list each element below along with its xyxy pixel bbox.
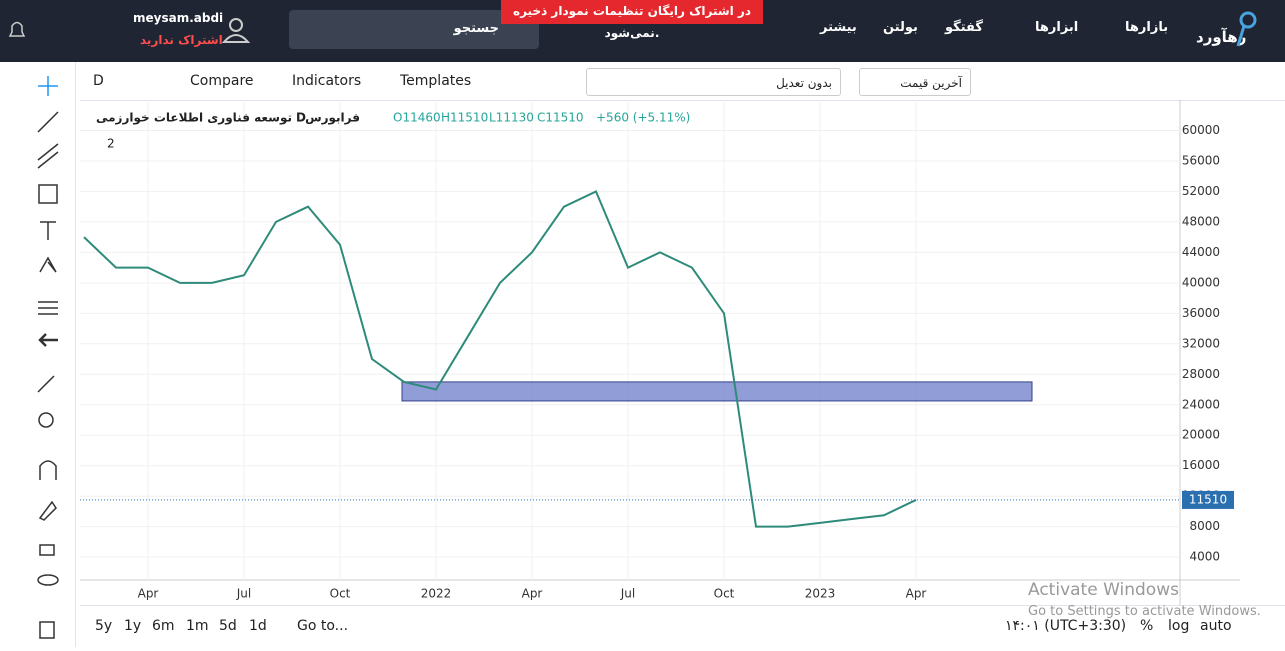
avatar[interactable] (218, 12, 254, 48)
last-price-box (1182, 490, 1234, 509)
y-tick-label: 4000 (1189, 550, 1220, 564)
y-tick-label: 36000 (1182, 306, 1220, 320)
menu-item[interactable]: بازارها (1125, 20, 1169, 35)
range[interactable]: 1d (249, 618, 267, 634)
y-tick-label: 16000 (1182, 458, 1220, 472)
x-tick-label: Oct (714, 587, 735, 601)
change: +560 (+5.11%) (596, 111, 690, 125)
legend-text: فرابورس (305, 111, 360, 126)
x-tick-label: Apr (906, 587, 927, 601)
last-price-label: 11510 (1189, 492, 1227, 506)
ohlc: O11460 (393, 111, 441, 125)
tool-icons (37, 76, 59, 639)
watermark-title: Activate Windows (1028, 580, 1179, 600)
watermark-text: Go to Settings to activate Windows. (1028, 604, 1261, 619)
x-tick-label: Oct (330, 587, 351, 601)
y-tick-label: 8000 (1189, 519, 1220, 533)
y-tick-label: 44000 (1182, 245, 1220, 259)
menu-item[interactable]: ابزارها (1035, 20, 1079, 35)
plan: اشتراک ندارید (140, 33, 223, 47)
drawing-toolbar (0, 62, 76, 647)
bottom-bar: 5y 1y 6m 1m 5d 1d Go to... ۱۴:۰۱ (UTC+3:… (80, 605, 1285, 648)
range[interactable]: 5d (219, 618, 237, 634)
collapse: 2 (107, 137, 115, 151)
range[interactable]: 6m (152, 618, 175, 634)
y-tick-label: 60000 (1182, 123, 1220, 137)
x-tick-label: Apr (138, 587, 159, 601)
y-tick-label: 24000 (1182, 397, 1220, 411)
auto[interactable]: auto (1200, 618, 1232, 634)
search-placeholder: جستجو (453, 21, 499, 36)
price-line (83, 190, 917, 528)
chart: 4000800012000160002000024000280003200036… (80, 100, 1240, 605)
menu-item[interactable]: بولتن (883, 20, 918, 35)
y-tick-label: 56000 (1182, 153, 1220, 167)
x-tick-label: Jul (236, 587, 251, 601)
zone (401, 381, 1033, 402)
x-tick-label: Jul (620, 587, 635, 601)
templates[interactable]: Templates (400, 73, 472, 89)
x-tick-label: Apr (522, 587, 543, 601)
interval[interactable]: D (93, 73, 104, 89)
menu-item[interactable]: بیشتر (820, 20, 857, 35)
top-nav: رهآورد بازارها ابزارها گفتگو بولتن بیشتر… (0, 0, 1285, 62)
adjust-select[interactable]: بدون تعدیل (586, 68, 841, 96)
price-select[interactable]: آخرین قیمت (859, 68, 971, 96)
range[interactable]: 1y (124, 618, 142, 634)
bell[interactable] (6, 18, 28, 42)
goto[interactable]: Go to... (297, 618, 349, 634)
time: ۱۴:۰۱ (UTC+3:30) (1005, 618, 1127, 634)
y-tick-label: 32000 (1182, 336, 1220, 350)
ohlc: L11130 (489, 111, 534, 125)
range[interactable]: 5y (95, 618, 113, 634)
log[interactable]: log (1168, 618, 1190, 634)
ohlc: H11510 (441, 111, 488, 125)
compare[interactable]: Compare (190, 73, 254, 89)
legend-text: توسعه فناوری اطلاعات خوارزمی (96, 111, 292, 126)
y-tick-label: 48000 (1182, 214, 1220, 228)
username: meysam.abdi (133, 11, 224, 25)
menu-item[interactable]: گفتگو (945, 20, 983, 35)
search-box[interactable]: جستجو (289, 10, 539, 49)
y-tick-label: 28000 (1182, 367, 1220, 381)
indicators[interactable]: Indicators (292, 73, 362, 89)
y-tick-label: 52000 (1182, 184, 1220, 198)
x-tick-label: 2023 (805, 587, 836, 601)
ohlc: C11510 (537, 111, 584, 125)
legend-text: D (296, 111, 306, 125)
y-tick-label: 40000 (1182, 275, 1220, 289)
y-tick-label: 20000 (1182, 428, 1220, 442)
logo-icon (1236, 11, 1257, 47)
percent[interactable]: % (1140, 618, 1154, 634)
range[interactable]: 1m (186, 618, 209, 634)
chart-toolbar: D Compare Indicators Templates بدون تعدی… (80, 62, 1285, 101)
x-tick-label: 2022 (421, 587, 452, 601)
banner: در اشتراک رایگان تنظیمات نمودار ذخیره نم… (501, 0, 763, 40)
logo[interactable]: رهآورد (1196, 28, 1247, 46)
